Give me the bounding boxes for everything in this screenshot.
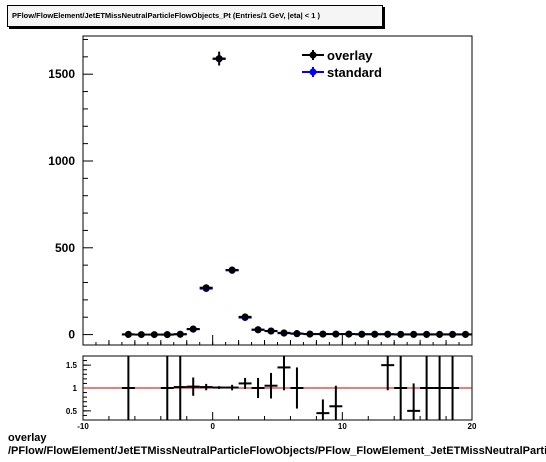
overlay-point [202, 284, 210, 292]
legend: overlay standard [302, 48, 382, 80]
overlay-point [423, 330, 431, 338]
overlay-point [254, 326, 262, 334]
legend-standard-marker [309, 68, 317, 76]
overlay-point [397, 330, 405, 338]
ratio-y-tick-label: 1.5 [66, 361, 78, 370]
x-axis-label-line1: overlay [8, 432, 47, 444]
overlay-point [150, 331, 158, 339]
overlay-point [215, 55, 223, 63]
overlay-point [137, 331, 145, 339]
y-tick-label: 500 [55, 241, 75, 255]
legend-overlay-label: overlay [327, 48, 373, 63]
overlay-point [358, 330, 366, 338]
y-tick-label: 0 [68, 328, 75, 342]
overlay-point [449, 330, 457, 338]
overlay-point [228, 266, 236, 274]
y-tick-label: 1500 [48, 67, 75, 81]
ratio-y-tick-label: 1 [73, 384, 78, 393]
overlay-point [241, 313, 249, 321]
legend-overlay-marker [309, 51, 317, 59]
chart-title: PFlow/FlowElement/JetETMissNeutralPartic… [12, 11, 320, 20]
overlay-point [332, 330, 340, 338]
overlay-point [462, 330, 470, 338]
overlay-point [384, 330, 392, 338]
x-axis-label-line2: /PFlow/FlowElement/JetETMissNeutralParti… [8, 445, 546, 457]
overlay-point [189, 325, 197, 333]
overlay-point [163, 331, 171, 339]
ratio-y-tick-label: 0.5 [66, 407, 78, 416]
overlay-point [267, 327, 275, 335]
x-tick-label: 0 [210, 422, 215, 431]
x-tick-label: 20 [468, 422, 477, 431]
overlay-point [280, 329, 288, 337]
overlay-point [410, 330, 418, 338]
overlay-point [124, 330, 132, 338]
overlay-point [436, 330, 444, 338]
overlay-point [319, 330, 327, 338]
y-tick-label: 1000 [48, 154, 75, 168]
overlay-point [345, 330, 353, 338]
overlay-point [306, 330, 314, 338]
overlay-point [371, 330, 379, 338]
legend-standard-label: standard [327, 65, 382, 80]
overlay-point [176, 330, 184, 338]
x-tick-label: 10 [338, 422, 347, 431]
main-plot-frame [82, 35, 473, 346]
overlay-point [293, 330, 301, 338]
title-box: PFlow/FlowElement/JetETMissNeutralPartic… [7, 5, 383, 27]
x-tick-label: -10 [77, 422, 89, 431]
